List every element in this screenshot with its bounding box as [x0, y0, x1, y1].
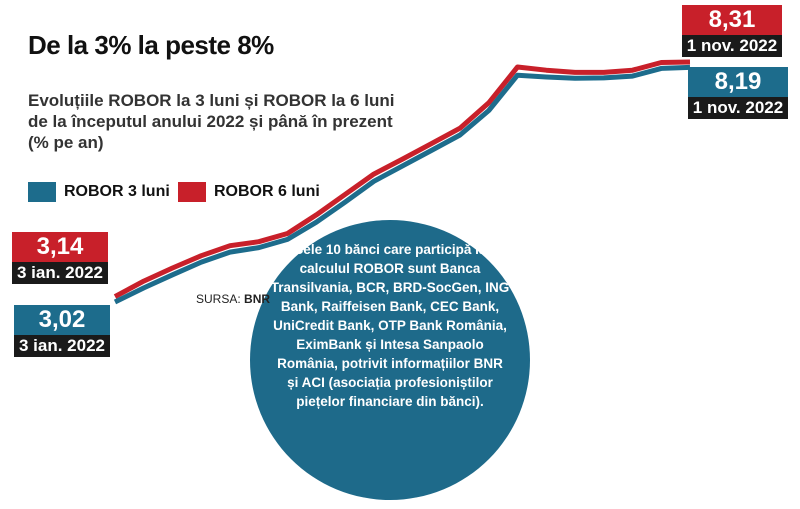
- series-line: [113, 59, 691, 299]
- note: Cele 10 bănci care participă la calculul…: [270, 242, 510, 409]
- legend-item: ROBOR 6 luni: [178, 182, 320, 202]
- date-label: 3 ian. 2022: [12, 262, 108, 284]
- legend-item: ROBOR 3 luni: [28, 182, 170, 202]
- value-label: 3,02: [14, 305, 110, 335]
- value-label: 8,19: [688, 67, 788, 97]
- note-circle: [250, 220, 530, 500]
- legend-label: ROBOR 6 luni: [214, 183, 320, 200]
- source-name: BNR: [244, 292, 271, 306]
- series-line: [113, 64, 691, 305]
- source-label: SURSA:: [196, 292, 241, 306]
- legend-label: ROBOR 3 luni: [64, 183, 170, 200]
- legend-swatch: [28, 182, 56, 202]
- value-label: 8,31: [682, 5, 782, 35]
- chart-title: De la 3% la peste 8%: [28, 30, 274, 60]
- date-label: 1 nov. 2022: [682, 35, 782, 57]
- date-label: 1 nov. 2022: [688, 97, 788, 119]
- legend-swatch: [178, 182, 206, 202]
- chart-subtitle: Evoluțiile ROBOR la 3 luni și ROBOR la 6…: [28, 91, 395, 152]
- source: SURSA: BNR: [196, 292, 270, 306]
- date-label: 3 ian. 2022: [14, 335, 110, 357]
- value-label: 3,14: [12, 232, 108, 262]
